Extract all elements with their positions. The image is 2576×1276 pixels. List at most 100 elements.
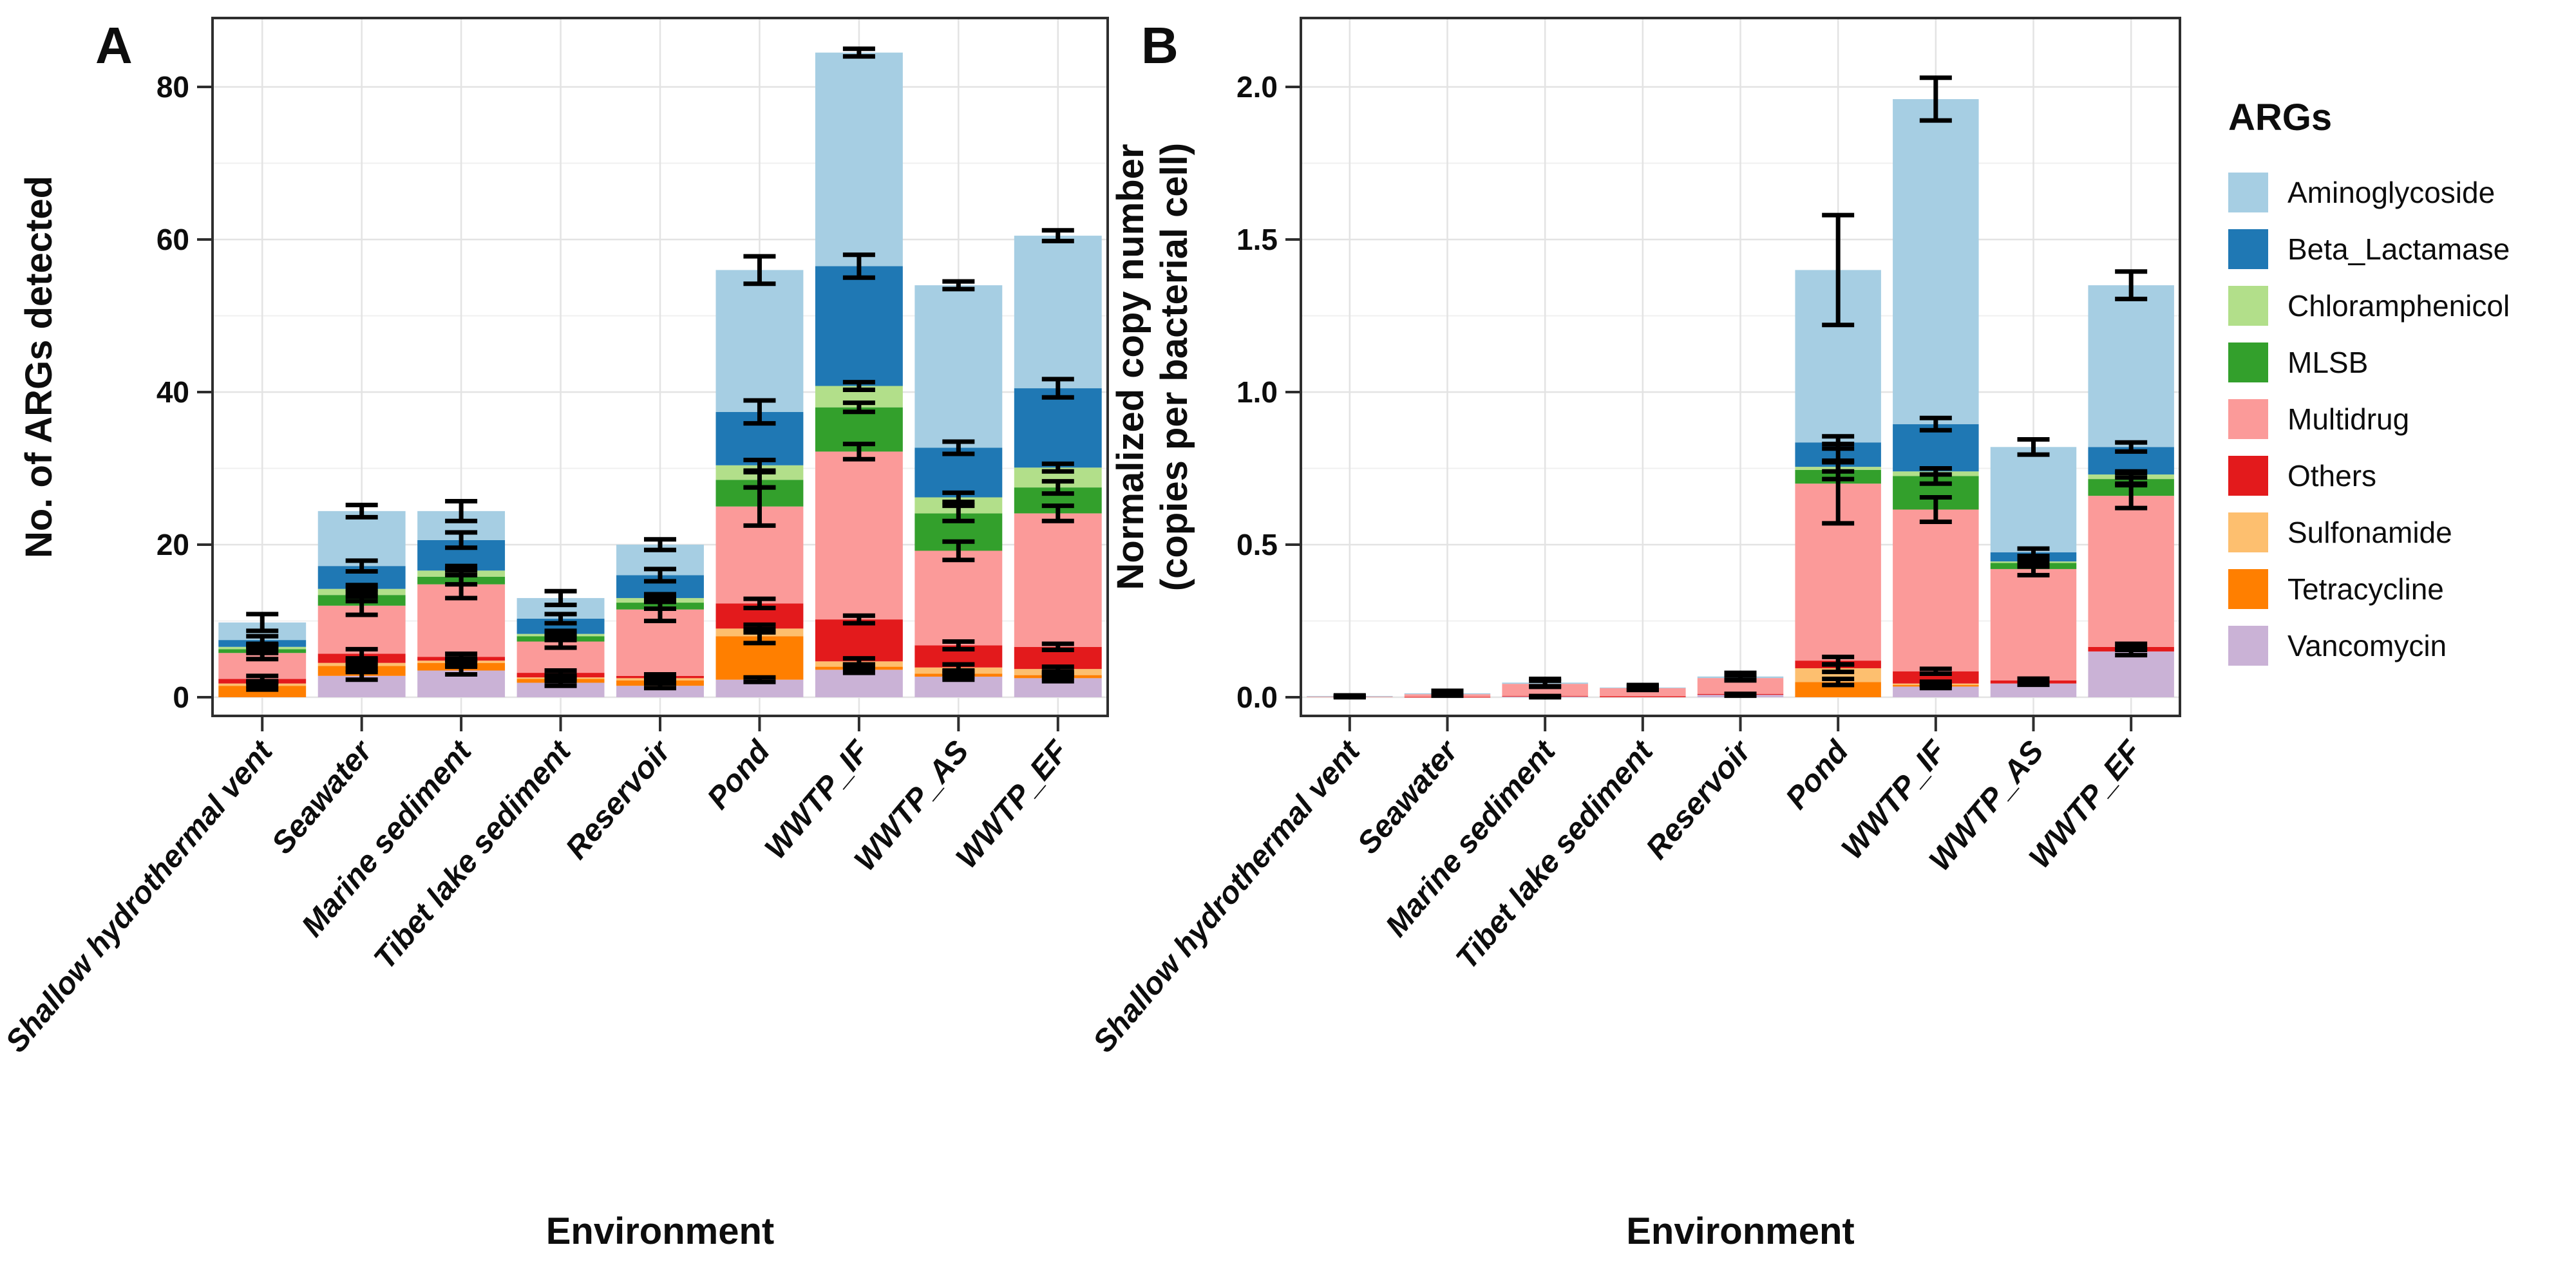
bar-segment — [516, 618, 605, 634]
error-bar — [1529, 693, 1562, 700]
bar-segment — [2088, 651, 2174, 697]
error-bar — [1431, 688, 1464, 699]
error-bar — [644, 671, 676, 680]
error-bar — [1919, 666, 1952, 677]
legend-swatch — [2228, 569, 2268, 609]
error-bar — [942, 279, 975, 292]
bar-segment — [1893, 686, 1979, 697]
bar-segment — [516, 682, 605, 697]
y-tick-label: 1.0 — [1236, 375, 1278, 409]
error-bar — [1919, 415, 1952, 433]
legend-label: Beta_Lactamase — [2287, 232, 2510, 266]
error-bar — [743, 457, 776, 473]
bar-segment — [1014, 513, 1102, 647]
legend-swatch — [2228, 229, 2268, 269]
error-bar — [842, 400, 875, 415]
error-bar — [1822, 434, 1855, 451]
error-bar — [842, 252, 875, 280]
bar-segment — [1014, 236, 1102, 389]
bar-segment — [1795, 668, 1881, 682]
error-bar — [942, 490, 975, 505]
bar-segment — [815, 451, 903, 620]
y-tick-label: 0.5 — [1236, 528, 1278, 561]
bar-segment — [317, 511, 406, 567]
error-bar — [544, 668, 577, 678]
error-bar — [1919, 495, 1952, 524]
y-tick-label: 80 — [156, 70, 189, 104]
error-bar — [942, 539, 975, 563]
error-bar — [2115, 641, 2148, 653]
error-bar — [1041, 461, 1074, 474]
panel-letter: B — [1141, 17, 1179, 74]
error-bar — [2017, 546, 2050, 559]
error-bar — [842, 613, 875, 626]
error-bar — [842, 442, 875, 462]
y-tick-label: 0.0 — [1236, 680, 1278, 714]
error-bar — [544, 588, 577, 608]
bar-segment — [815, 266, 903, 386]
bar-segment — [1893, 671, 1979, 684]
legend-swatch — [2228, 626, 2268, 666]
error-bar — [345, 646, 378, 661]
error-bar — [1822, 654, 1855, 667]
bar-segment — [1502, 684, 1588, 697]
bar-segment — [2088, 496, 2174, 647]
legend-label: Chloramphenicol — [2287, 289, 2510, 323]
bar-segment — [1990, 568, 2077, 680]
legend-swatch — [2228, 342, 2268, 382]
bar-segment — [815, 619, 903, 662]
error-bar — [1724, 670, 1757, 682]
y-tick-label: 0 — [173, 680, 189, 714]
error-bar — [743, 398, 776, 426]
legend-swatch — [2228, 399, 2268, 439]
error-bar — [1333, 693, 1366, 699]
legend-label: Vancomycin — [2287, 629, 2447, 662]
error-bar — [445, 563, 478, 577]
error-bar — [743, 675, 776, 684]
bar-segment — [2088, 285, 2174, 447]
error-bar — [1724, 691, 1757, 699]
error-bar — [842, 46, 875, 59]
legend-label: Multidrug — [2287, 402, 2409, 436]
legend-title: ARGs — [2228, 97, 2332, 138]
error-bar — [246, 633, 279, 646]
bar-segment — [914, 285, 1003, 448]
error-bar — [544, 628, 577, 639]
bar-segment — [715, 270, 804, 412]
legend: ARGs Aminoglycoside Beta_Lactamase Chloramp… — [2228, 97, 2510, 666]
error-bar — [2115, 469, 2148, 480]
error-bar — [345, 670, 378, 682]
bar-segment — [1893, 99, 1979, 424]
legend-label: Others — [2287, 459, 2376, 493]
error-bar — [1529, 677, 1562, 689]
error-bar — [1041, 664, 1074, 674]
error-bar — [2017, 436, 2050, 457]
error-bar — [1822, 677, 1855, 688]
error-bar — [644, 592, 676, 605]
y-tick-label: 2.0 — [1236, 70, 1278, 104]
error-bar — [246, 673, 279, 684]
y-axis-title: (copies per bacterial cell) — [1153, 143, 1195, 591]
error-bar — [942, 662, 975, 673]
y-tick-label: 1.5 — [1236, 223, 1278, 256]
legend-swatch — [2228, 286, 2268, 326]
legend-swatch — [2228, 512, 2268, 552]
y-axis-title: Normalized copy number — [1110, 144, 1151, 590]
error-bar — [1041, 377, 1074, 400]
bar-segment — [1014, 388, 1102, 468]
bar-segment — [1600, 688, 1686, 697]
error-bar — [743, 254, 776, 286]
error-bar — [942, 439, 975, 456]
error-bar — [1626, 682, 1659, 693]
bar-segment — [616, 686, 704, 697]
y-tick-label: 60 — [156, 223, 189, 256]
y-tick-label: 20 — [156, 528, 189, 561]
bar-segment — [815, 52, 903, 267]
x-axis-title: Environment — [546, 1210, 775, 1252]
error-bar — [345, 558, 378, 574]
panel-letter: A — [95, 17, 133, 74]
bar-segment — [914, 550, 1003, 646]
legend-label: MLSB — [2287, 346, 2368, 379]
legend-swatch — [2228, 456, 2268, 496]
